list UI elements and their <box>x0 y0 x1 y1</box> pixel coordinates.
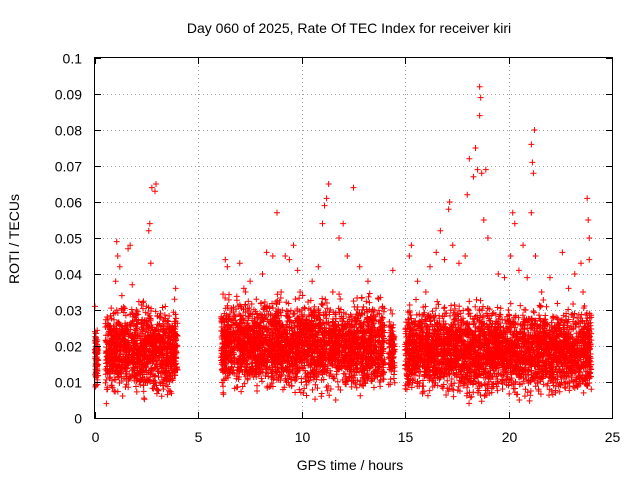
data-point <box>119 392 126 399</box>
data-point <box>132 383 139 390</box>
data-points <box>92 83 595 407</box>
data-point <box>92 333 99 340</box>
data-point <box>94 372 101 379</box>
data-point <box>92 361 99 368</box>
data-point <box>158 393 165 400</box>
data-point <box>160 386 167 393</box>
data-point <box>161 312 168 319</box>
data-point <box>122 312 129 319</box>
data-point <box>103 376 110 383</box>
data-point <box>141 396 148 403</box>
